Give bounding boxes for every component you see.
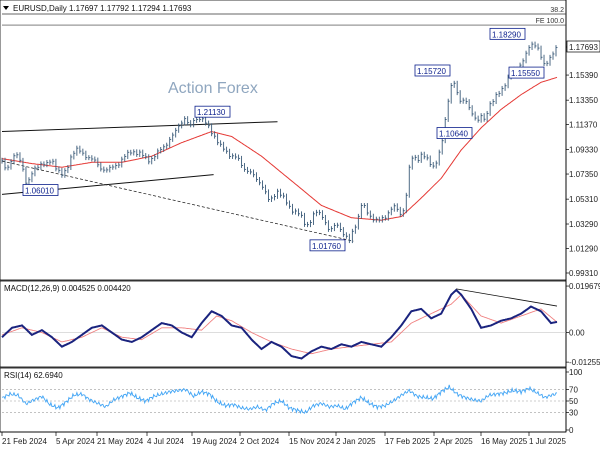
callout-box xyxy=(508,66,545,79)
callout-box xyxy=(436,127,473,139)
price-axis-label: 1.01290 xyxy=(569,245,598,254)
callout-layer: 1.21130 1.06010 1.01760 1.15720 1.10640 1.182… xyxy=(22,27,545,252)
price-layer xyxy=(1,41,558,244)
rsi-panel-frame xyxy=(0,367,567,433)
date-axis-label: 17 Feb 2025 xyxy=(385,437,430,446)
callout-label: 1.01760 xyxy=(312,242,341,251)
price-axis-label: 1.05310 xyxy=(569,195,598,204)
date-axis-label: 2 Jan 2025 xyxy=(336,437,376,446)
price-axis-label: 1.11370 xyxy=(569,121,598,130)
price-axis-label: 1.03290 xyxy=(569,220,598,229)
macd-axis-label: -0.012552 xyxy=(569,358,600,367)
callout-box xyxy=(194,105,231,118)
price-panel-frame xyxy=(0,0,567,281)
callout-label: 1.06010 xyxy=(25,187,54,196)
last-price-box xyxy=(566,40,600,53)
price-axis-label: 1.15390 xyxy=(569,71,598,80)
date-axis-label: 21 May 2024 xyxy=(97,437,144,446)
date-axis-label: 4 Jul 2024 xyxy=(147,437,184,446)
callout-box xyxy=(22,184,59,196)
callout-label: 1.15550 xyxy=(511,69,540,78)
macd-line xyxy=(1,288,558,360)
fib-layer: 38.2 FE 100.0 xyxy=(2,7,566,26)
price-axis: 1.17693 1.15390 1.13350 1.11370 1.09330 1.073… xyxy=(566,40,600,278)
fib-label: FE 100.0 xyxy=(536,18,565,25)
callout-box xyxy=(309,239,346,252)
date-axis: 21 Feb 2024 5 Apr 2024 21 May 2024 4 Jul 20… xyxy=(1,432,566,446)
price-axis-label: 1.07350 xyxy=(569,170,598,179)
rsi-axis-label: 50 xyxy=(569,397,578,406)
price-panel-title: EURUSD,Daily 1.17697 1.17792 1.17294 1.1… xyxy=(13,4,192,13)
trendline-upper-channel xyxy=(1,121,278,133)
date-axis-label: 1 Jul 2025 xyxy=(529,437,566,446)
rsi-layer xyxy=(1,384,566,414)
rsi-axis: 100 70 50 30 0 xyxy=(566,368,583,435)
macd-axis: 0.019679 0.00 -0.012552 xyxy=(566,282,600,367)
macd-trendline xyxy=(456,288,558,307)
callout-label: 1.15720 xyxy=(417,67,446,76)
price-axis-label: 0.99310 xyxy=(569,269,598,278)
macd-panel-title: MACD(12,26,9) 0.004525 0.004420 xyxy=(4,284,131,293)
macd-axis-label: 0.019679 xyxy=(569,282,600,291)
collapse-triangle-icon[interactable] xyxy=(3,6,9,10)
price-axis-label: 1.13350 xyxy=(569,96,598,105)
callout-label: 1.18290 xyxy=(492,30,521,39)
price-axis-label: 1.09330 xyxy=(569,146,598,155)
fib-label: 38.2 xyxy=(550,7,564,14)
date-axis-label: 2 Oct 2024 xyxy=(240,437,280,446)
rsi-axis-label: 0 xyxy=(569,426,574,435)
rsi-axis-label: 100 xyxy=(569,368,583,377)
date-axis-label: 16 May 2025 xyxy=(481,437,528,446)
date-axis-label: 5 Apr 2024 xyxy=(56,437,95,446)
macd-layer xyxy=(1,288,566,360)
rsi-axis-label: 70 xyxy=(569,385,578,394)
watermark: Action Forex xyxy=(168,80,258,97)
rsi-panel-title: RSI(14) 62.6940 xyxy=(4,371,63,380)
price-axis-label: 1.17693 xyxy=(569,43,598,52)
callout-box xyxy=(414,64,451,77)
callout-box xyxy=(489,27,526,40)
callout-label: 1.21130 xyxy=(197,108,226,117)
rsi-line xyxy=(1,384,558,414)
rsi-axis-label: 30 xyxy=(569,409,578,418)
macd-axis-label: 0.00 xyxy=(569,328,585,337)
macd-panel-frame xyxy=(0,280,567,368)
date-axis-label: 19 Aug 2024 xyxy=(192,437,237,446)
date-axis-label: 2 Apr 2025 xyxy=(434,437,473,446)
callout-label: 1.10640 xyxy=(439,130,468,139)
trendline-support-dashed xyxy=(1,160,354,242)
date-axis-label: 21 Feb 2024 xyxy=(2,437,47,446)
date-axis-label: 15 Nov 2024 xyxy=(289,437,335,446)
